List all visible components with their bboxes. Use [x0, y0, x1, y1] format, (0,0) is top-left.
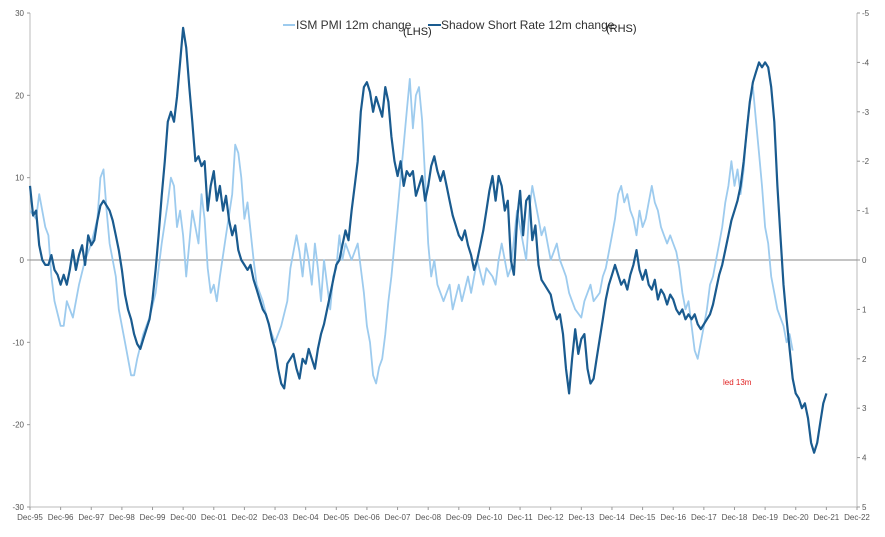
- right-tick-label: -5: [862, 9, 870, 18]
- x-tick-label: Dec-21: [813, 513, 839, 522]
- x-tick-label: Dec-98: [109, 513, 135, 522]
- legend-ism-label: ISM PMI 12m change: [296, 18, 412, 32]
- right-tick-label: 4: [862, 454, 867, 463]
- series-shadow-short-rate-line: [28, 26, 828, 454]
- right-tick-label: 5: [862, 503, 867, 512]
- legend: ISM PMI 12m change (LHS) Shadow Short Ra…: [283, 18, 637, 38]
- right-tick-label: -3: [862, 108, 870, 117]
- x-tick-label: Dec-04: [293, 513, 319, 522]
- x-tick-label: Dec-14: [599, 513, 625, 522]
- x-tick-label: Dec-11: [507, 513, 533, 522]
- x-tick-label: Dec-19: [752, 513, 778, 522]
- x-tick-label: Dec-01: [201, 513, 227, 522]
- left-tick-label: 10: [15, 174, 24, 183]
- x-tick-label: Dec-08: [415, 513, 441, 522]
- annotation-led-13m: led 13m: [723, 378, 752, 387]
- left-tick-label: 20: [15, 91, 24, 100]
- x-tick-label: Dec-05: [323, 513, 349, 522]
- x-tick-label: Dec-16: [660, 513, 686, 522]
- right-tick-label: 1: [862, 305, 867, 314]
- x-tick-label: Dec-06: [354, 513, 380, 522]
- x-tick-label: Dec-22: [844, 513, 870, 522]
- left-tick-label: -30: [12, 503, 24, 512]
- x-tick-label: Dec-17: [691, 513, 717, 522]
- x-tick-label: Dec-13: [568, 513, 594, 522]
- right-tick-label: 0: [862, 256, 867, 265]
- x-tick-label: Dec-99: [140, 513, 166, 522]
- series-ism-pmi-line: [29, 78, 794, 385]
- left-tick-label: 30: [15, 9, 24, 18]
- x-tick-label: Dec-02: [232, 513, 258, 522]
- left-tick-label: -20: [12, 421, 24, 430]
- right-tick-label: -1: [862, 207, 870, 216]
- legend-rhs-tag: (RHS): [606, 23, 637, 35]
- x-tick-label: Dec-96: [48, 513, 74, 522]
- x-tick-label: Dec-00: [170, 513, 196, 522]
- left-tick-label: 0: [20, 256, 25, 265]
- right-tick-label: 2: [862, 355, 867, 364]
- legend-lhs-tag: (LHS): [403, 26, 432, 38]
- right-tick-label: 3: [862, 404, 867, 413]
- x-tick-label: Dec-10: [477, 513, 503, 522]
- x-tick-label: Dec-95: [17, 513, 43, 522]
- x-tick-label: Dec-18: [722, 513, 748, 522]
- x-tick-label: Dec-20: [783, 513, 809, 522]
- left-tick-label: -10: [12, 338, 24, 347]
- x-tick-label: Dec-12: [538, 513, 564, 522]
- x-tick-label: Dec-07: [385, 513, 411, 522]
- right-tick-label: -4: [862, 58, 870, 67]
- legend-shadow-label: Shadow Short Rate 12m change: [441, 18, 615, 32]
- series-layer: [28, 26, 828, 454]
- x-tick-label: Dec-03: [262, 513, 288, 522]
- x-tick-label: Dec-15: [630, 513, 656, 522]
- right-tick-label: -2: [862, 157, 870, 166]
- x-tick-label: Dec-97: [78, 513, 104, 522]
- x-tick-label: Dec-09: [446, 513, 472, 522]
